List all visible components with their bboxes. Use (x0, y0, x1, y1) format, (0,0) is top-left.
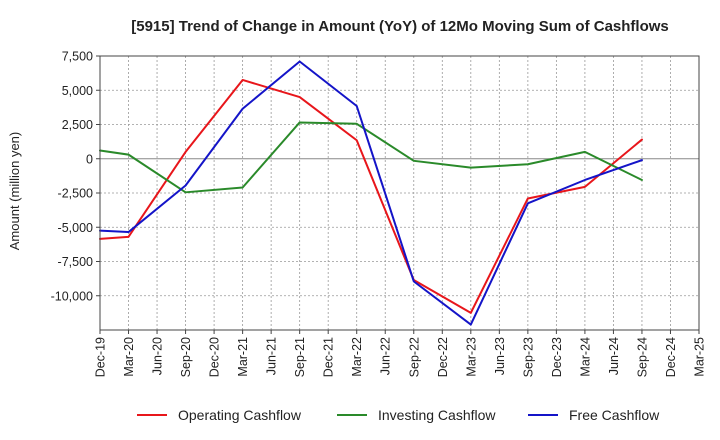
x-tick-label: Jun-24 (607, 337, 621, 375)
series-line-free-cashflow (99, 60, 643, 326)
x-tick-label: Sep-20 (179, 337, 193, 377)
x-tick-label: Mar-22 (350, 337, 364, 377)
legend-label: Free Cashflow (569, 407, 660, 423)
y-tick-label: -2,500 (58, 187, 93, 201)
x-tick-label: Jun-22 (379, 337, 393, 375)
y-tick-label: -5,000 (58, 221, 93, 235)
y-axis-ticks: 7,500 5,000 2,500 0 -2,500 -5,000 -7,500 -10,00… (51, 50, 100, 303)
series-line-investing-cashflow (99, 121, 643, 194)
x-tick-label: Dec-23 (550, 337, 564, 377)
x-tick-label: Sep-22 (407, 337, 421, 377)
x-tick-label: Jun-21 (265, 337, 279, 375)
series-lines (99, 60, 643, 326)
legend-label: Investing Cashflow (378, 407, 496, 423)
x-tick-label: Mar-23 (464, 337, 478, 377)
grid (100, 55, 699, 330)
legend-label: Operating Cashflow (178, 407, 302, 423)
y-tick-label: 7,500 (62, 50, 93, 64)
series-line-operating-cashflow (99, 78, 643, 314)
y-tick-label: 0 (86, 152, 93, 166)
x-tick-label: Mar-24 (578, 337, 592, 377)
x-tick-label: Dec-22 (436, 337, 450, 377)
x-tick-label: Mar-25 (693, 337, 707, 377)
y-tick-label: 5,000 (62, 84, 93, 98)
x-tick-label: Dec-21 (322, 337, 336, 377)
x-tick-label: Sep-23 (521, 337, 535, 377)
x-tick-label: Jun-20 (151, 337, 165, 375)
y-tick-label: 2,500 (62, 118, 93, 132)
x-tick-label: Mar-20 (122, 337, 136, 377)
y-tick-label: -7,500 (58, 255, 93, 269)
x-tick-label: Sep-24 (635, 337, 649, 377)
y-axis-label: Amount (million yen) (7, 132, 22, 251)
x-axis-ticks: Dec-19 Mar-20 Jun-20 Sep-20 Dec-20 Mar-21 Jun-… (94, 330, 707, 377)
x-tick-label: Sep-21 (293, 337, 307, 377)
x-tick-label: Jun-23 (493, 337, 507, 375)
x-tick-label: Dec-24 (664, 337, 678, 377)
legend: Operating Cashflow Investing Cashflow Free… (137, 407, 660, 423)
x-tick-label: Mar-21 (236, 337, 250, 377)
x-tick-label: Dec-19 (94, 337, 108, 377)
y-tick-label: -10,000 (51, 289, 93, 303)
chart-title: [5915] Trend of Change in Amount (YoY) o… (131, 18, 669, 35)
x-tick-label: Dec-20 (208, 337, 222, 377)
plot-frame (99, 55, 700, 331)
